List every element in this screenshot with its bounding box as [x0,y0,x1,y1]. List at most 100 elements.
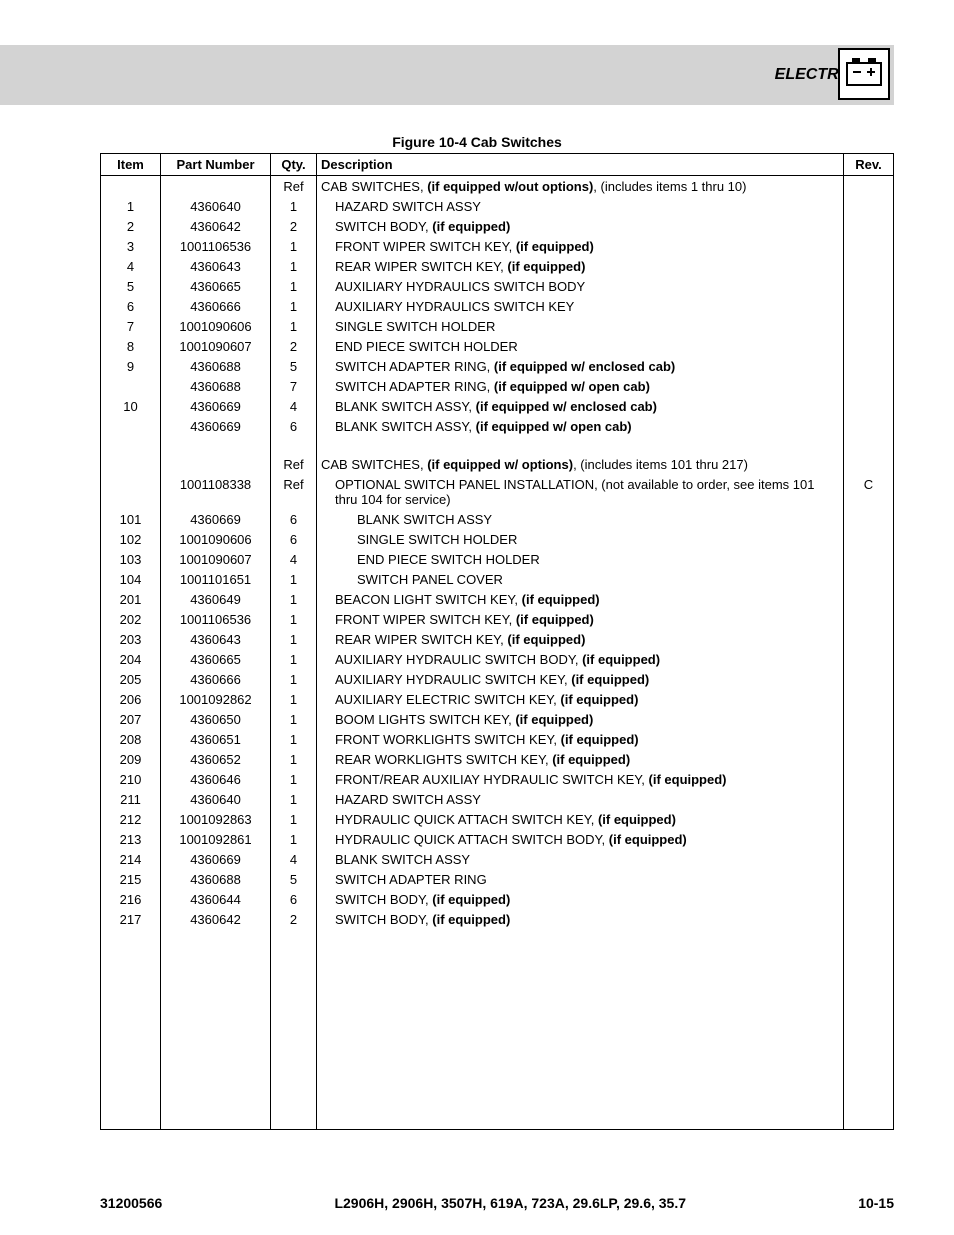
cell-item: 10 [101,396,161,416]
cell-desc: HAZARD SWITCH ASSY [317,196,844,216]
battery-icon [838,48,890,100]
cell-part: 4360688 [161,869,271,889]
cell-item: 2 [101,216,161,236]
cell-qty: 1 [271,276,317,296]
cell-rev [844,196,894,216]
col-header-desc: Description [317,154,844,176]
cell-item: 202 [101,609,161,629]
table-row: 43606887SWITCH ADAPTER RING, (if equippe… [101,376,894,396]
cell-rev [844,649,894,669]
cell-item: 201 [101,589,161,609]
cell-rev [844,789,894,809]
cell-rev [844,549,894,569]
table-row: 20343606431REAR WIPER SWITCH KEY, (if eq… [101,629,894,649]
cell-rev [844,689,894,709]
cell-qty: 1 [271,809,317,829]
cell-desc: OPTIONAL SWITCH PANEL INSTALLATION, (not… [317,474,844,509]
cell-qty: 6 [271,889,317,909]
cell-rev [844,709,894,729]
cell-qty: 1 [271,589,317,609]
cell-item: 8 [101,336,161,356]
cell-item [101,416,161,436]
cell-desc: HYDRAULIC QUICK ATTACH SWITCH BODY, (if … [317,829,844,849]
cell-desc: FRONT WORKLIGHTS SWITCH KEY, (if equippe… [317,729,844,749]
table-row: 21210010928631HYDRAULIC QUICK ATTACH SWI… [101,809,894,829]
parts-table: Item Part Number Qty. Description Rev. R… [100,153,894,1130]
cell-desc: REAR WORKLIGHTS SWITCH KEY, (if equipped… [317,749,844,769]
cell-qty: 7 [271,376,317,396]
cell-desc: SWITCH BODY, (if equipped) [317,216,844,236]
cell-desc: BOOM LIGHTS SWITCH KEY, (if equipped) [317,709,844,729]
cell-rev [844,889,894,909]
cell-item [101,176,161,197]
cell-qty: 1 [271,629,317,649]
cell-qty: Ref [271,176,317,197]
table-row: 943606885SWITCH ADAPTER RING, (if equipp… [101,356,894,376]
cell-qty: 2 [271,216,317,236]
cell-part: 4360665 [161,649,271,669]
cell-rev [844,809,894,829]
cell-qty: 1 [271,609,317,629]
cell-desc: AUXILIARY HYDRAULIC SWITCH BODY, (if equ… [317,649,844,669]
cell-item: 210 [101,769,161,789]
cell-part: 1001090606 [161,529,271,549]
cell-rev [844,589,894,609]
footer-right: 10-15 [858,1195,894,1211]
table-row: 10143606696BLANK SWITCH ASSY [101,509,894,529]
cell-qty: 2 [271,336,317,356]
table-filler [101,929,894,1129]
cell-qty: Ref [271,474,317,509]
cell-desc: SWITCH ADAPTER RING, (if equipped w/ ope… [317,376,844,396]
table-row: RefCAB SWITCHES, (if equipped w/out opti… [101,176,894,197]
cell-item: 203 [101,629,161,649]
footer-center: L2906H, 2906H, 3507H, 619A, 723A, 29.6LP… [334,1195,686,1211]
cell-part: 1001092863 [161,809,271,829]
cell-part: 1001090607 [161,549,271,569]
cell-part: 4360652 [161,749,271,769]
cell-item: 209 [101,749,161,769]
cell-qty: 2 [271,909,317,929]
cell-rev [844,356,894,376]
cell-desc: SWITCH ADAPTER RING [317,869,844,889]
cell-desc: SWITCH BODY, (if equipped) [317,889,844,909]
cell-item: 9 [101,356,161,376]
table-row: 20143606491BEACON LIGHT SWITCH KEY, (if … [101,589,894,609]
cell-desc: BLANK SWITCH ASSY, (if equipped w/ open … [317,416,844,436]
table-row: 21143606401HAZARD SWITCH ASSY [101,789,894,809]
cell-rev [844,869,894,889]
table-row [101,436,894,454]
cell-rev [844,749,894,769]
cell-item: 212 [101,809,161,829]
cell-part: 4360688 [161,356,271,376]
cell-part [161,454,271,474]
cell-rev [844,236,894,256]
cell-part: 4360643 [161,629,271,649]
cell-qty: 1 [271,669,317,689]
cell-desc: END PIECE SWITCH HOLDER [317,549,844,569]
cell-desc: AUXILIARY HYDRAULICS SWITCH BODY [317,276,844,296]
cell-desc: BLANK SWITCH ASSY [317,849,844,869]
cell-qty: Ref [271,454,317,474]
cell-qty: 1 [271,769,317,789]
table-row: 143606401HAZARD SWITCH ASSY [101,196,894,216]
cell-rev [844,376,894,396]
cell-rev [844,216,894,236]
header-bar: ELECTRICAL [0,45,894,105]
cell-rev: C [844,474,894,509]
cell-desc: CAB SWITCHES, (if equipped w/out options… [317,176,844,197]
cell-desc: AUXILIARY ELECTRIC SWITCH KEY, (if equip… [317,689,844,709]
table-row: 20743606501BOOM LIGHTS SWITCH KEY, (if e… [101,709,894,729]
cell-rev [844,416,894,436]
cell-part: 4360669 [161,509,271,529]
cell-rev [844,569,894,589]
cell-rev [844,669,894,689]
cell-desc: CAB SWITCHES, (if equipped w/ options), … [317,454,844,474]
cell-desc: FRONT WIPER SWITCH KEY, (if equipped) [317,609,844,629]
cell-qty: 1 [271,729,317,749]
table-row: 643606661AUXILIARY HYDRAULICS SWITCH KEY [101,296,894,316]
cell-qty: 1 [271,296,317,316]
table-row: 1043606694BLANK SWITCH ASSY, (if equippe… [101,396,894,416]
col-header-item: Item [101,154,161,176]
col-header-qty: Qty. [271,154,317,176]
cell-rev [844,316,894,336]
